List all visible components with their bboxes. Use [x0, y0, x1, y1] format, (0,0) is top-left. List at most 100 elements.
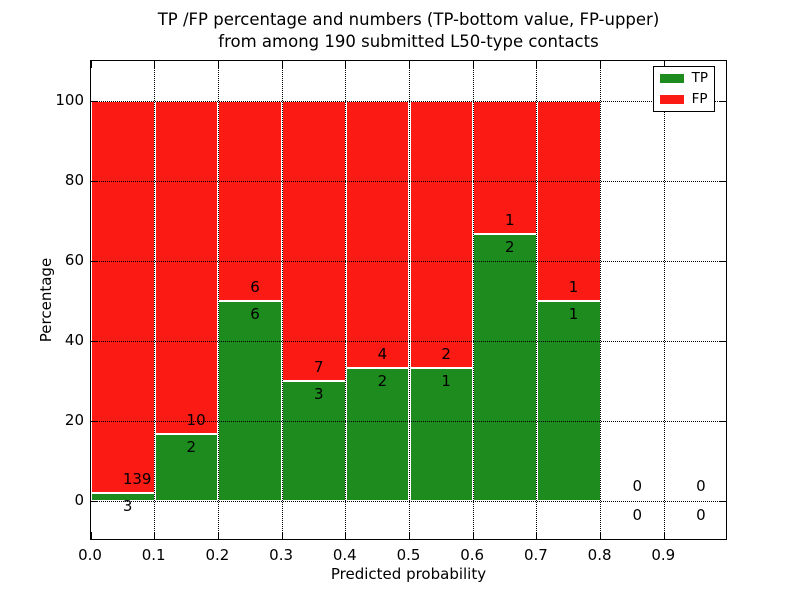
x-tick-mark: [536, 532, 538, 539]
x-tick-label: 0.2: [205, 546, 230, 564]
x-tick-label: 0.4: [332, 546, 357, 564]
v-gridline: [600, 61, 602, 539]
x-tick-mark: [600, 61, 602, 68]
annotation-tp-count: 3: [313, 385, 324, 403]
y-tick-mark: [91, 260, 98, 262]
annotation-fp-count: 0: [696, 477, 706, 495]
v-gridline: [409, 61, 410, 539]
y-tick-mark: [91, 420, 98, 422]
chart-title-line-1: TP /FP percentage and numbers (TP-bottom…: [157, 10, 660, 29]
x-tick-mark: [345, 61, 347, 68]
y-tick-mark: [719, 500, 726, 502]
x-tick-mark: [663, 532, 665, 539]
annotation-tp-count: 2: [505, 238, 515, 257]
x-tick-mark: [472, 532, 474, 539]
h-gridline: [91, 340, 726, 342]
annotation-tp-count: 0: [632, 506, 642, 524]
annotation-tp-count: 0: [696, 506, 706, 524]
x-tick-mark: [154, 61, 156, 68]
x-tick-label: 0.6: [460, 546, 485, 564]
y-tick-label: 40: [64, 331, 84, 349]
x-tick-label: 0.9: [651, 546, 676, 564]
x-tick-mark: [536, 61, 538, 68]
v-gridline: [663, 61, 665, 539]
bar-segment-fp: [536, 101, 601, 301]
y-tick-mark: [91, 100, 98, 102]
annotation-tp-count: 2: [377, 371, 388, 390]
x-tick-label: 0.8: [587, 546, 612, 564]
y-tick-label: 60: [64, 251, 84, 269]
x-tick-mark: [217, 61, 219, 68]
x-tick-mark: [90, 532, 92, 539]
h-gridline: [91, 260, 726, 262]
tp-legend-swatch: [659, 74, 684, 83]
v-gridline: [345, 61, 347, 539]
annotation-fp-count: 6: [250, 278, 260, 296]
x-tick-mark: [600, 532, 602, 539]
y-tick-mark: [91, 180, 98, 182]
bar-segment-fp: [91, 101, 155, 493]
x-tick-label: 0.1: [141, 546, 166, 564]
annotation-fp-count: 1: [505, 211, 515, 230]
x-tick-label: 0.5: [396, 546, 421, 564]
y-tick-label: 80: [64, 171, 84, 189]
bar-segment-fp: [345, 101, 410, 368]
x-axis-label: Predicted probability: [330, 565, 487, 583]
annotation-fp-count: 1: [568, 278, 579, 296]
v-gridline: [472, 61, 474, 539]
x-tick-mark: [409, 61, 410, 68]
x-tick-label: 0.3: [269, 546, 294, 564]
legend-entry: TP: [659, 70, 708, 86]
y-tick-label: 100: [55, 91, 84, 109]
x-tick-mark: [409, 532, 410, 539]
y-axis-label: Percentage: [37, 257, 55, 343]
x-tick-mark: [154, 532, 156, 539]
x-tick-mark: [345, 532, 347, 539]
h-gridline: [91, 500, 726, 502]
bar-segment-tp: [473, 234, 537, 501]
y-tick-mark: [91, 500, 98, 502]
y-tick-label: 0: [74, 491, 84, 509]
x-tick-label: 0.7: [523, 546, 548, 564]
bar-segment-fp: [282, 101, 346, 381]
annotation-tp-count: 3: [122, 496, 133, 515]
x-tick-mark: [281, 532, 283, 539]
legend: TP FP: [652, 66, 715, 112]
v-gridline: [217, 61, 219, 539]
y-tick-mark: [719, 340, 726, 342]
y-tick-mark: [719, 260, 726, 262]
y-tick-mark: [719, 420, 726, 422]
h-gridline: [91, 180, 726, 182]
annotation-fp-count: 139: [122, 469, 152, 488]
annotation-tp-count: 1: [441, 371, 451, 390]
annotation-tp-count: 6: [250, 305, 260, 323]
v-gridline: [281, 61, 283, 539]
x-tick-mark: [90, 61, 92, 68]
bar-segment-tp: [218, 301, 283, 501]
annotation-fp-count: 10: [186, 411, 206, 430]
bar-segment-fp: [409, 101, 474, 368]
legend-entry: FP: [659, 91, 708, 107]
x-tick-mark: [281, 61, 283, 68]
annotation-fp-count: 7: [313, 358, 324, 376]
x-tick-label: 0.0: [78, 546, 102, 564]
y-tick-mark: [719, 180, 726, 182]
annotation-tp-count: 1: [568, 305, 579, 323]
h-gridline: [91, 420, 726, 422]
plot-area: 139 3 10 2 6 6 7 3 4 2 2 1 1 2 1 1 0 0 0 0 TP FP: [90, 60, 727, 540]
x-tick-mark: [663, 61, 665, 68]
bar-segment-tp: [282, 381, 346, 501]
h-gridline: [91, 100, 726, 102]
x-tick-mark: [217, 532, 219, 539]
annotation-fp-count: 2: [441, 344, 451, 363]
annotation-fp-count: 4: [377, 344, 388, 363]
legend-label: TP: [691, 70, 708, 86]
legend-label: FP: [691, 91, 708, 107]
y-tick-mark: [719, 100, 726, 102]
y-tick-mark: [91, 340, 98, 342]
bar-segment-fp: [218, 101, 283, 301]
bar-segment-tp: [345, 367, 410, 501]
chart-title-line-2: from among 190 submitted L50-type contac…: [218, 32, 599, 51]
bar-segment-tp: [536, 301, 601, 501]
